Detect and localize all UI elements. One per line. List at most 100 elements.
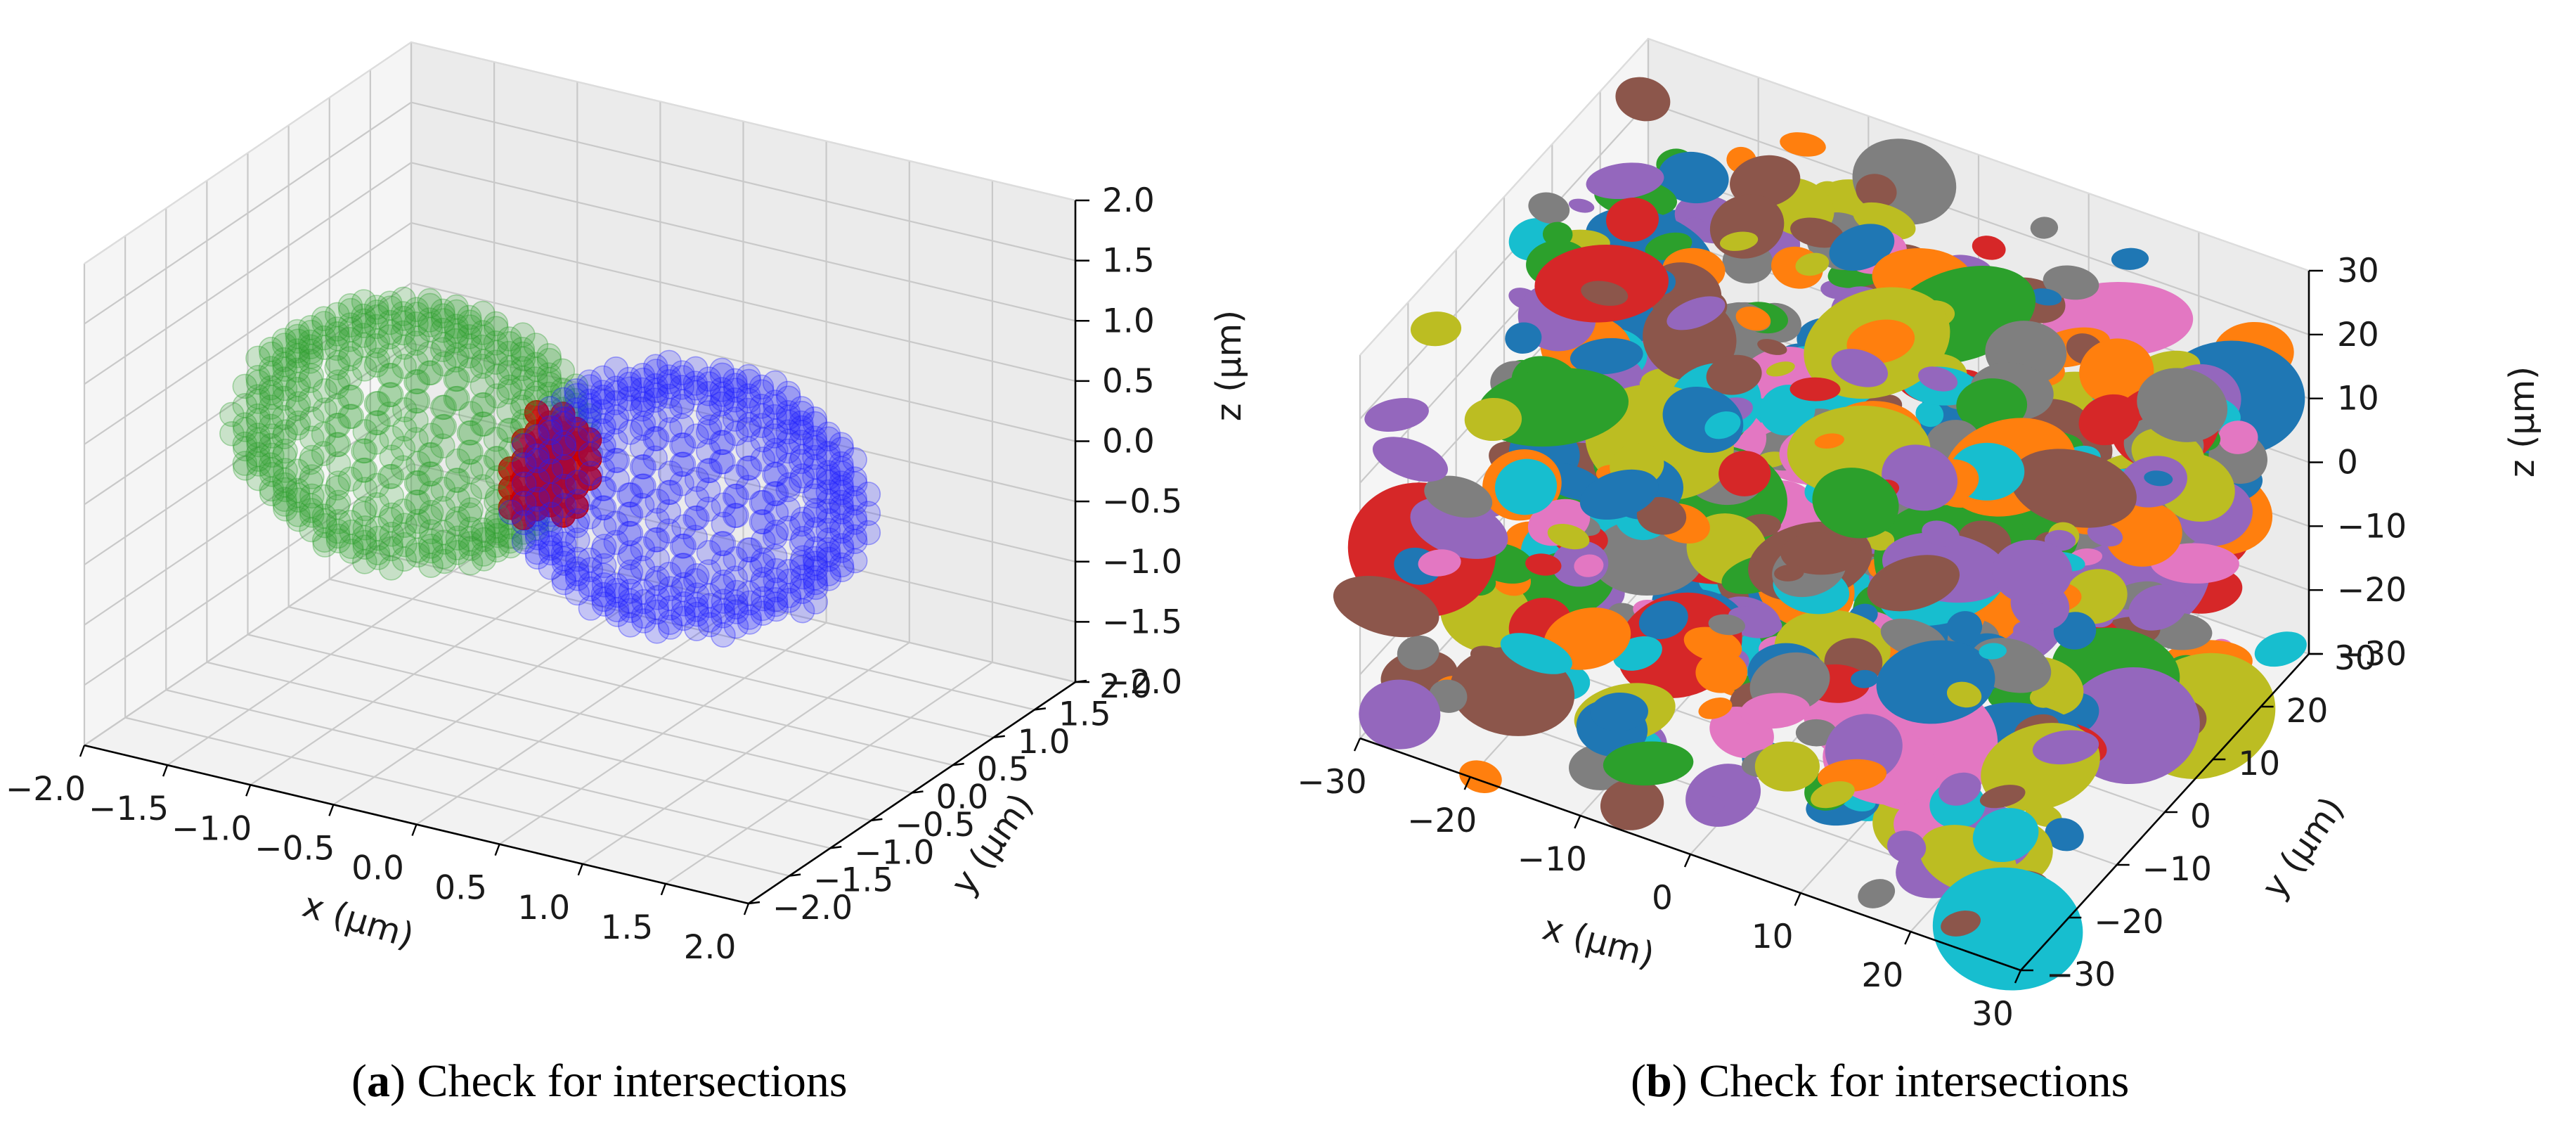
b-particle xyxy=(2128,584,2188,631)
a-particle-point xyxy=(391,354,418,380)
a-particle-point xyxy=(603,375,629,401)
a-particle-point xyxy=(603,356,629,382)
a-particle-point xyxy=(379,521,405,547)
a-particle-point xyxy=(338,341,364,367)
a-particle-point xyxy=(669,451,694,477)
b-particle xyxy=(1831,349,1888,387)
a-particle-point xyxy=(670,577,696,603)
b-particle xyxy=(1698,698,1733,719)
a-particle-point xyxy=(630,411,656,437)
a-particle-point xyxy=(245,369,271,395)
a-particle-point xyxy=(524,443,550,469)
a-particle-point xyxy=(497,374,523,400)
b-particle xyxy=(1547,523,1590,550)
a-particle-point xyxy=(711,492,737,518)
a-particle-point xyxy=(365,540,391,566)
a-particle-point xyxy=(391,397,418,423)
a-particle-point xyxy=(645,508,671,534)
a-particle-point xyxy=(471,392,497,418)
a-z-tick-label: 1.0 xyxy=(1102,302,1155,340)
a-grid-y-floor xyxy=(329,578,995,738)
a-particle-point xyxy=(564,527,590,553)
a-particle-point xyxy=(258,413,284,439)
a-particle-point xyxy=(604,602,630,627)
a-particle-point xyxy=(339,404,365,430)
a-particle-point xyxy=(803,574,829,600)
a-particle-point xyxy=(763,586,789,612)
a-particle-point xyxy=(390,455,416,481)
a-particle-point xyxy=(538,482,564,508)
a-particle-point xyxy=(233,455,258,481)
a-z-tick-label: 1.5 xyxy=(1102,242,1155,281)
a-particle-point xyxy=(511,471,537,497)
a-particle-point xyxy=(591,475,617,501)
a-y-tick-label: 0.0 xyxy=(936,778,989,817)
a-x-tick xyxy=(743,903,750,915)
a-particle-point xyxy=(602,409,628,435)
a-particle-point xyxy=(470,320,496,345)
a-particle-point xyxy=(484,364,510,390)
a-particle-point xyxy=(630,367,656,393)
a-particle-point xyxy=(656,368,682,394)
a-particle-point xyxy=(445,448,471,474)
a-particle-point xyxy=(285,482,311,508)
a-particle-point xyxy=(299,498,325,523)
a-particle-point xyxy=(776,583,802,608)
caption-b-text: Check for intersections xyxy=(1699,1055,2130,1107)
a-y-tick xyxy=(1034,707,1047,711)
a-particle-point xyxy=(709,357,734,383)
a-x-tick-label: −1.5 xyxy=(89,790,169,828)
a-particle-point xyxy=(709,574,735,600)
a-particle-point xyxy=(775,515,801,541)
a-particle-point xyxy=(564,556,590,582)
a-particle-point xyxy=(590,389,616,415)
a-particle-point xyxy=(736,364,761,390)
b-particle xyxy=(1586,162,1664,200)
a-particle-point xyxy=(285,376,310,402)
a-particle-point xyxy=(338,510,363,535)
a-particle-point xyxy=(538,420,564,446)
a-particle-point xyxy=(339,539,365,564)
a-particle-point xyxy=(604,573,629,598)
a-particle-point xyxy=(855,520,881,546)
a-particle-point xyxy=(484,513,510,539)
a-particle-point xyxy=(550,358,576,384)
a-particle-point xyxy=(498,533,524,559)
a-particle-point xyxy=(510,375,536,401)
a-particle-point xyxy=(737,537,763,563)
a-particle-point xyxy=(564,580,590,606)
a-particle-point xyxy=(723,594,749,620)
a-particle-point xyxy=(363,314,389,340)
a-particle-point xyxy=(298,339,324,364)
a-particle-point xyxy=(431,332,457,358)
b-pane-edge xyxy=(1648,38,2310,271)
a-particle-point xyxy=(538,535,564,561)
a-particle-point xyxy=(790,564,816,590)
a-particle-point xyxy=(683,380,709,406)
a-particle-point xyxy=(789,400,815,426)
a-particle-point xyxy=(483,349,509,375)
caption-a-tag: a xyxy=(366,1055,390,1107)
b-particle xyxy=(1740,693,1811,729)
a-particle-point xyxy=(816,541,841,567)
a-y-tick-label: 0.5 xyxy=(977,750,1030,789)
b-particle xyxy=(1795,719,1837,747)
a-particle-point xyxy=(645,527,671,553)
b-particle xyxy=(1574,554,1604,577)
a-particle-point xyxy=(591,514,617,540)
a-particle-point xyxy=(602,448,628,473)
a-particle-point xyxy=(684,563,710,589)
a-particle-point xyxy=(802,565,828,591)
a-x-tick-label: −0.5 xyxy=(254,829,335,868)
a-particle-point xyxy=(577,417,603,443)
a-particle-point xyxy=(377,324,403,350)
b-particle xyxy=(1915,401,1944,428)
a-particle-point xyxy=(669,470,694,496)
a-particle-point xyxy=(403,349,429,375)
a-particle-point xyxy=(483,311,509,337)
a-particle-point xyxy=(258,375,284,401)
a-particle-point xyxy=(645,546,671,572)
a-particle-point xyxy=(551,570,577,596)
a-particle-point xyxy=(405,388,431,414)
